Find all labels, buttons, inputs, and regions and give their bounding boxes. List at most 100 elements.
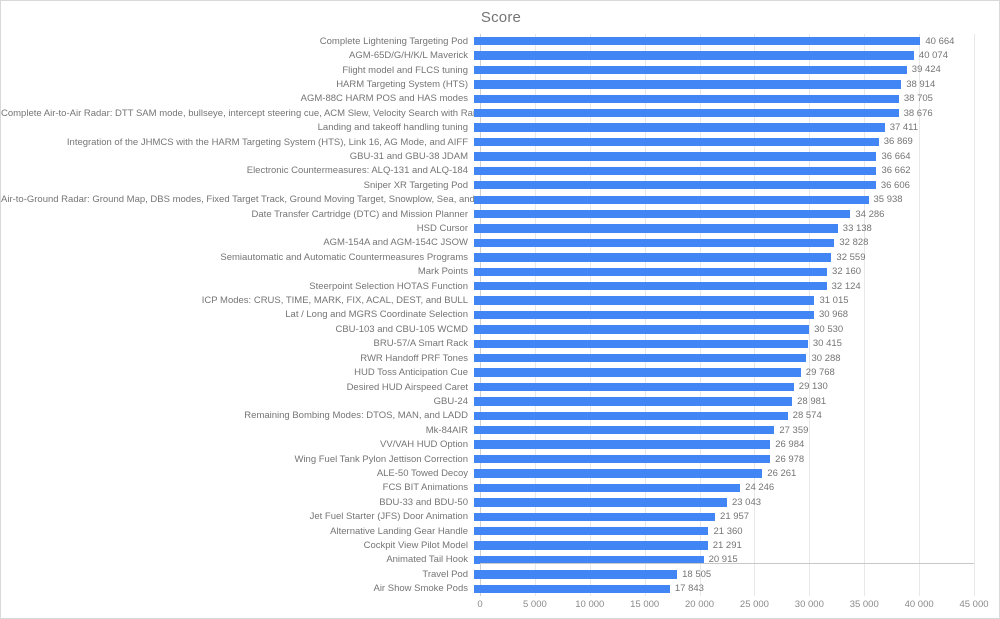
bar-row[interactable]: Integration of the JHMCS with the HARM T… xyxy=(1,134,999,149)
bar[interactable] xyxy=(474,512,716,521)
bar-value-label: 29 768 xyxy=(805,367,835,379)
bar-row[interactable]: Lat / Long and MGRS Coordinate Selection… xyxy=(1,307,999,322)
bar-row[interactable]: HARM Targeting System (HTS) 38 914 xyxy=(1,77,999,92)
bar-row[interactable]: RWR Handoff PRF Tones 30 288 xyxy=(1,351,999,366)
bar-container: 40 664 xyxy=(474,34,999,49)
bar-row[interactable]: Landing and takeoff handling tuning 37 41… xyxy=(1,120,999,135)
bar[interactable] xyxy=(474,94,899,104)
bar[interactable] xyxy=(474,51,914,60)
bar[interactable] xyxy=(474,310,814,320)
bar-row[interactable]: Air Show Smoke Pods 17 843 xyxy=(1,581,999,596)
bar[interactable] xyxy=(474,454,771,464)
bar-row[interactable]: ALE-50 Towed Decoy 26 261 xyxy=(1,466,999,481)
category-label: Air Show Smoke Pods xyxy=(373,583,468,595)
bar-container: 20 915 xyxy=(474,552,999,567)
bar[interactable] xyxy=(474,469,763,478)
bar[interactable] xyxy=(474,296,815,305)
bar[interactable] xyxy=(474,267,828,276)
bar-container: 36 869 xyxy=(474,134,999,149)
bar-row[interactable]: AGM-65D/G/H/K/L Maverick 40 074 xyxy=(1,48,999,63)
bar-row[interactable]: Sniper XR Targeting Pod 36 606 xyxy=(1,178,999,193)
x-tick-label: 25 000 xyxy=(739,599,769,610)
bar-row[interactable]: Mark Points 32 160 xyxy=(1,264,999,279)
bar[interactable] xyxy=(474,209,851,219)
bar[interactable] xyxy=(474,498,727,507)
bar[interactable] xyxy=(474,382,794,392)
bar-row[interactable]: Complete Air-to-Air Radar: DTT SAM mode,… xyxy=(1,106,999,121)
bar[interactable] xyxy=(474,137,879,147)
bar-value-label: 23 043 xyxy=(731,496,762,508)
bar-container: 18 505 xyxy=(474,567,999,582)
bar-row[interactable]: CBU-103 and CBU-105 WCMD 30 530 xyxy=(1,322,999,337)
bar[interactable] xyxy=(474,37,921,46)
bar[interactable] xyxy=(474,253,832,262)
bar-row[interactable]: Cockpit View Pilot Model 21 291 xyxy=(1,538,999,553)
bar-value-label: 31 015 xyxy=(819,294,849,306)
bar-value-label: 32 124 xyxy=(831,280,861,292)
bar-value-label: 36 664 xyxy=(881,150,911,162)
bar-row[interactable]: HSD Cursor 33 138 xyxy=(1,221,999,236)
bar-value-label: 18 505 xyxy=(682,568,712,580)
bar[interactable] xyxy=(474,541,708,550)
bar-row[interactable]: AGM-154A and AGM-154C JSOW 32 828 xyxy=(1,235,999,250)
bar-row[interactable]: Alternative Landing Gear Handle 21 360 xyxy=(1,524,999,539)
bar[interactable] xyxy=(474,281,827,291)
bar-row[interactable]: Jet Fuel Starter (JFS) Door Animation 21 … xyxy=(1,509,999,524)
bar[interactable] xyxy=(474,426,775,435)
bar-row[interactable]: Steerpoint Selection HOTAS Function 32 12… xyxy=(1,279,999,294)
bar[interactable] xyxy=(474,570,678,579)
bar[interactable] xyxy=(474,368,801,377)
bar-row[interactable]: VV/VAH HUD Option 26 984 xyxy=(1,437,999,452)
bar-row[interactable]: Semiautomatic and Automatic Countermeasu… xyxy=(1,250,999,265)
bar[interactable] xyxy=(474,440,771,449)
bar-row[interactable]: AGM-88C HARM POS and HAS modes 38 705 xyxy=(1,91,999,106)
category-label: Air-to-Ground Radar: Ground Map, DBS mod… xyxy=(1,194,474,206)
bar[interactable] xyxy=(474,123,885,132)
bar-row[interactable]: BDU-33 and BDU-50 23 043 xyxy=(1,495,999,510)
bar[interactable] xyxy=(474,181,876,190)
bar[interactable] xyxy=(474,397,793,406)
bar[interactable] xyxy=(474,166,877,176)
bar[interactable] xyxy=(474,195,869,204)
gridline xyxy=(974,34,975,596)
bar[interactable] xyxy=(474,354,807,363)
bar[interactable] xyxy=(474,339,808,348)
bar[interactable] xyxy=(474,224,838,233)
bar-row[interactable]: FCS BIT Animations 24 246 xyxy=(1,480,999,495)
bar-value-label: 30 968 xyxy=(818,309,849,321)
bar[interactable] xyxy=(474,555,704,565)
bar[interactable] xyxy=(474,483,741,493)
bar[interactable] xyxy=(474,325,810,334)
bar-row[interactable]: BRU-57/A Smart Rack 30 415 xyxy=(1,336,999,351)
bar-row[interactable]: Animated Tail Hook 20 915 xyxy=(1,552,999,567)
bar-row[interactable]: Complete Lightening Targeting Pod 40 664 xyxy=(1,34,999,49)
bar-row[interactable]: Electronic Countermeasures: ALQ-131 and … xyxy=(1,163,999,178)
bar[interactable] xyxy=(474,584,670,593)
bar[interactable] xyxy=(474,65,907,75)
bar[interactable] xyxy=(474,152,877,161)
bar-row[interactable]: Remaining Bombing Modes: DTOS, MAN, and … xyxy=(1,408,999,423)
bar-row[interactable]: Wing Fuel Tank Pylon Jettison Correction… xyxy=(1,452,999,467)
bar-row[interactable]: Date Transfer Cartridge (DTC) and Missio… xyxy=(1,207,999,222)
bar-row[interactable]: Travel Pod 18 505 xyxy=(1,567,999,582)
bar[interactable] xyxy=(474,109,899,118)
bar-container: 40 074 xyxy=(474,48,999,63)
bar-row[interactable]: Desired HUD Airspeed Caret 29 130 xyxy=(1,379,999,394)
bar-container: 32 559 xyxy=(474,250,999,265)
bar-row[interactable]: Air-to-Ground Radar: Ground Map, DBS mod… xyxy=(1,192,999,207)
bar[interactable] xyxy=(474,238,835,248)
bar-value-label: 32 828 xyxy=(839,237,869,249)
bar-value-label: 21 360 xyxy=(713,525,743,537)
bar-row[interactable]: Flight model and FLCS tuning 39 424 xyxy=(1,62,999,77)
bar[interactable] xyxy=(474,411,788,421)
bar[interactable] xyxy=(474,526,709,536)
bar-row[interactable]: GBU-24 28 981 xyxy=(1,394,999,409)
bar-row[interactable]: HUD Toss Anticipation Cue 29 768 xyxy=(1,365,999,380)
x-tick-label: 20 000 xyxy=(685,599,715,610)
bar-row[interactable]: GBU-31 and GBU-38 JDAM 36 664 xyxy=(1,149,999,164)
bar-row[interactable]: Mk-84AIR 27 359 xyxy=(1,423,999,438)
bar-row[interactable]: ICP Modes: CRUS, TIME, MARK, FIX, ACAL, … xyxy=(1,293,999,308)
category-label: Travel Pod xyxy=(422,568,468,580)
bar[interactable] xyxy=(474,80,902,89)
